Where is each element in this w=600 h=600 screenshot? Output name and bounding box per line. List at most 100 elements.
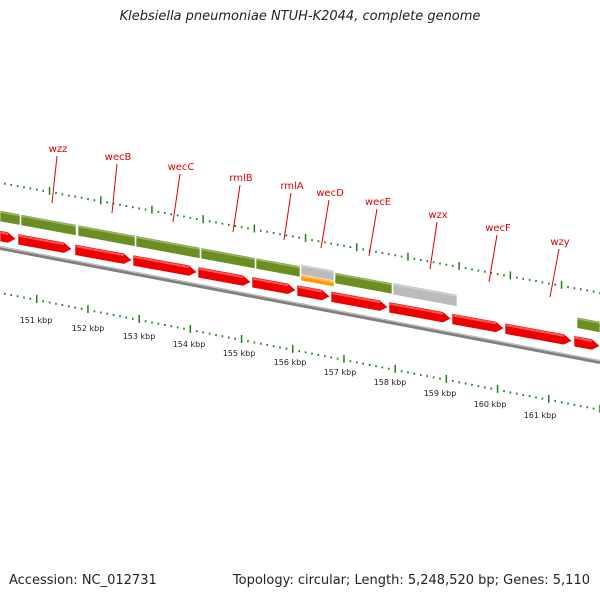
gene-label-wecF: wecF bbox=[485, 223, 511, 234]
ruler-dot bbox=[388, 367, 390, 370]
cds-arrow bbox=[0, 230, 17, 244]
ruler-dot bbox=[503, 274, 505, 277]
ruler-dot bbox=[93, 199, 96, 202]
ruler-dot bbox=[432, 261, 435, 264]
ruler-dot bbox=[23, 296, 25, 299]
ruler-dot bbox=[362, 248, 364, 251]
ruler-major-tick bbox=[407, 252, 409, 261]
ruler-dot bbox=[567, 402, 569, 405]
gene-leader-line bbox=[368, 208, 378, 257]
ruler-dot bbox=[490, 387, 492, 390]
ruler-dot bbox=[420, 373, 422, 376]
ruler-dot bbox=[535, 396, 537, 399]
cds-arrow bbox=[197, 266, 252, 287]
ruler-dot bbox=[132, 206, 134, 209]
ruler-dot bbox=[266, 230, 268, 233]
genome-backbone bbox=[0, 246, 600, 364]
ruler-dot bbox=[10, 294, 12, 296]
ruler-dot bbox=[247, 340, 249, 343]
kbp-tick-label: 152 kbp bbox=[72, 324, 105, 333]
gene-leader-line bbox=[51, 155, 58, 204]
kbp-tick-label: 160 kbp bbox=[474, 400, 507, 409]
gene-label-wecC: wecC bbox=[168, 162, 195, 173]
kbp-tick-label: 154 kbp bbox=[173, 340, 206, 349]
ruler-dot bbox=[106, 312, 108, 315]
ruler-major-tick bbox=[445, 374, 448, 383]
ruler-dot bbox=[586, 289, 588, 292]
ruler-major-tick bbox=[202, 215, 204, 224]
ruler-major-tick bbox=[138, 315, 140, 323]
ruler-dot bbox=[548, 282, 550, 285]
ruler-major-tick bbox=[343, 354, 345, 363]
cds-arrow bbox=[251, 276, 297, 295]
gene-label-wecE: wecE bbox=[365, 197, 391, 208]
ruler-dot bbox=[592, 407, 595, 410]
feature-block-orange-shine bbox=[300, 275, 335, 284]
kbp-tick-label: 161 kbp bbox=[524, 411, 557, 420]
feature-block-gray bbox=[392, 282, 458, 307]
ruler-dot bbox=[279, 233, 281, 236]
ruler-major-tick bbox=[240, 335, 243, 343]
gene-leader-line bbox=[283, 192, 292, 241]
ruler-major-tick bbox=[458, 262, 460, 270]
ruler-dot bbox=[336, 357, 339, 360]
ruler-dot bbox=[362, 362, 364, 365]
genome-summary: Topology: circular; Length: 5,248,520 bp… bbox=[232, 573, 590, 588]
gene-label-wzz: wzz bbox=[49, 144, 68, 155]
ruler-dot bbox=[157, 322, 160, 325]
ruler-dot bbox=[42, 300, 44, 303]
ruler-dot bbox=[279, 346, 281, 349]
ruler-dot bbox=[68, 305, 70, 308]
ruler-dot bbox=[394, 254, 396, 257]
ruler-major-tick bbox=[304, 233, 307, 242]
ruler-dot bbox=[343, 244, 345, 247]
cds-arrow bbox=[296, 284, 331, 301]
cds-arrow-shine bbox=[297, 285, 323, 293]
ruler-dot bbox=[471, 268, 473, 271]
feature-block bbox=[77, 224, 136, 247]
ruler-dot bbox=[151, 321, 153, 324]
ruler-dot bbox=[106, 201, 108, 204]
ruler-dot bbox=[112, 314, 115, 316]
ruler-major-tick bbox=[151, 205, 153, 214]
lower-dotted-ruler bbox=[4, 292, 600, 413]
ruler-dot bbox=[93, 310, 96, 313]
ruler-dot bbox=[61, 193, 64, 196]
ruler-dot bbox=[10, 183, 12, 186]
ruler-dot bbox=[240, 226, 243, 229]
gene-leader-line bbox=[488, 234, 498, 283]
ruler-dot bbox=[388, 253, 390, 256]
feature-track bbox=[0, 210, 600, 333]
ruler-dot bbox=[330, 242, 332, 245]
kbp-tick-label: 155 kbp bbox=[223, 349, 256, 358]
upper-dotted-ruler bbox=[4, 182, 600, 294]
ruler-dot bbox=[247, 227, 249, 230]
ruler-dot bbox=[509, 391, 512, 394]
ruler-major-tick bbox=[548, 394, 550, 403]
ruler-dot bbox=[484, 386, 486, 389]
ruler-dot bbox=[356, 361, 358, 364]
ruler-major-tick bbox=[100, 196, 102, 205]
ruler-dot bbox=[541, 281, 544, 284]
ruler-dot bbox=[381, 366, 384, 369]
ruler-dot bbox=[586, 406, 588, 409]
ruler-dot bbox=[452, 264, 454, 267]
ruler-dot bbox=[208, 332, 211, 335]
ruler-dot bbox=[132, 317, 134, 320]
ruler-dot bbox=[311, 239, 313, 242]
feature-block bbox=[20, 214, 77, 236]
ruler-dot bbox=[29, 297, 32, 300]
feature-block-shine bbox=[77, 225, 136, 238]
ruler-dot bbox=[477, 385, 480, 388]
feature-block bbox=[200, 247, 256, 270]
ruler-dot bbox=[420, 259, 422, 261]
cds-arrow-shine bbox=[389, 302, 444, 315]
backbone-highlight bbox=[0, 246, 600, 362]
ruler-major-tick bbox=[189, 325, 192, 333]
ruler-dot bbox=[74, 306, 76, 309]
ruler-dot bbox=[464, 382, 467, 385]
ruler-dot bbox=[375, 365, 377, 368]
ruler-dot bbox=[452, 380, 454, 383]
ruler-dot bbox=[528, 278, 531, 281]
